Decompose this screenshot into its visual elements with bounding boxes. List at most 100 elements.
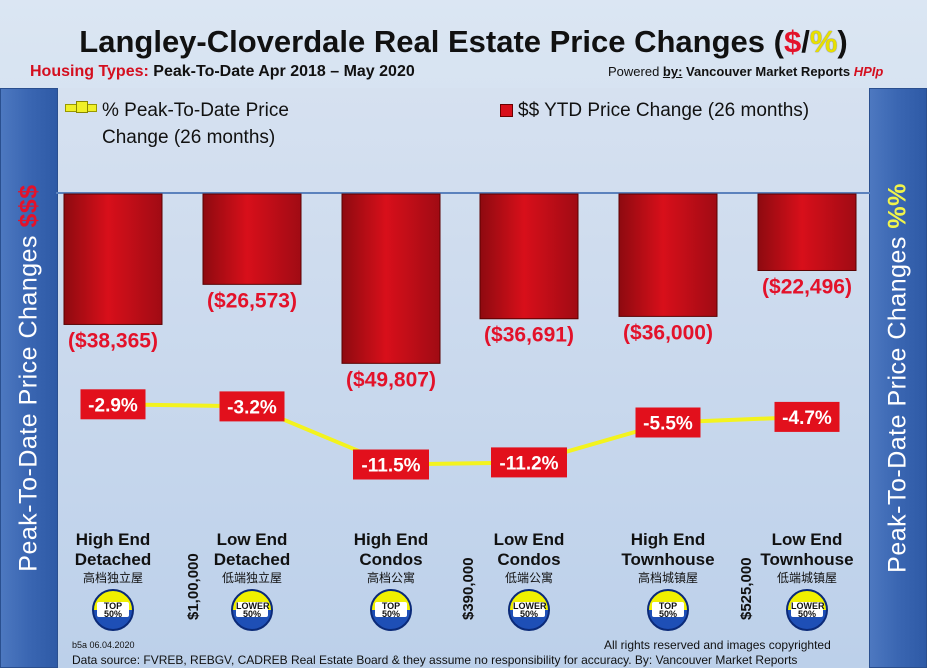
- powered-by: Powered by: Vancouver Market Reports HPI…: [608, 64, 883, 79]
- category-chinese: 高档公寓: [366, 571, 415, 585]
- bar-2: [341, 193, 441, 364]
- bar-value-label-0: ($38,365): [68, 329, 158, 352]
- title-percent: %: [809, 24, 838, 59]
- category-chinese: 低端独立屋: [221, 571, 282, 585]
- bar-1: [202, 193, 302, 285]
- category-chinese: 低端城镇屋: [776, 571, 837, 585]
- legend-bar-label: $$ YTD Price Change (26 months): [518, 100, 810, 121]
- tier-word: LOWER: [791, 601, 825, 611]
- tier-badge-0: TOP 50%: [92, 589, 134, 631]
- category-2: High End Condos 高档公寓: [316, 530, 466, 586]
- category-1: Low End Detached 低端独立屋: [177, 530, 327, 586]
- powered-prefix: Powered: [608, 64, 663, 79]
- bar-0: [63, 193, 163, 325]
- percent-label-box-5: [774, 401, 840, 432]
- tier-percent: 50%: [797, 609, 816, 619]
- tier-word: LOWER: [513, 601, 547, 611]
- tier-badge-4: TOP 50%: [647, 589, 689, 631]
- price-divider-label-1: $390,000: [460, 557, 477, 620]
- plot-area: [56, 88, 870, 668]
- tier-badge-text: TOP 50%: [375, 601, 407, 619]
- tier-badge-1: LOWER 50%: [231, 589, 273, 631]
- bar-value-label-1: ($26,573): [207, 289, 297, 312]
- bar-3: [479, 193, 579, 320]
- category-chinese: 高档城镇屋: [637, 571, 698, 585]
- percent-label-box-3: [491, 447, 567, 478]
- tier-percent: 50%: [519, 609, 538, 619]
- percent-label-1: -3.2%: [227, 397, 277, 418]
- percent-label-box-1: [219, 391, 285, 422]
- bar-5: [757, 193, 857, 271]
- category-line2: Condos: [359, 550, 423, 569]
- title-slash: /: [801, 24, 810, 59]
- tier-badge-text: TOP 50%: [652, 601, 684, 619]
- category-line1: Low End: [216, 530, 288, 549]
- tier-badge-text: LOWER 50%: [513, 601, 547, 619]
- bar-value-label-3: ($36,691): [484, 324, 574, 347]
- category-line2: Detached: [213, 550, 291, 569]
- legend-line-label-2: Change (26 months): [102, 127, 276, 148]
- percent-label-2: -11.5%: [361, 456, 420, 477]
- tier-word: TOP: [381, 601, 401, 611]
- percent-line: [112, 402, 808, 467]
- category-line2: Townhouse: [621, 550, 715, 569]
- percent-label-0: -2.9%: [88, 395, 138, 416]
- powered-hpi: HPIp: [853, 64, 884, 79]
- tier-badge-text: TOP 50%: [97, 601, 129, 619]
- tier-percent: 50%: [658, 609, 677, 619]
- category-line1: Low End: [493, 530, 565, 549]
- bar-value-label-2: ($49,807): [346, 368, 436, 391]
- left-axis-panel: Peak-To-Date Price Changes $$$: [0, 88, 58, 668]
- right-axis-panel: Peak-To-Date Price Changes %%: [869, 88, 927, 668]
- data-source-note: Data source: FVREB, REBGV, CADREB Real E…: [72, 653, 798, 667]
- title-text: Langley-Cloverdale Real Estate Price Cha…: [79, 24, 784, 59]
- bar-value-label-4: ($36,000): [623, 321, 713, 344]
- legend-line-label-1: % Peak-To-Date Price: [102, 100, 289, 121]
- tier-badge-3: LOWER 50%: [508, 589, 550, 631]
- version-stamp: b5a 06.04.2020: [72, 640, 135, 650]
- legend-bar-swatch: [500, 104, 513, 117]
- bar-value-label-5: ($22,496): [762, 275, 852, 298]
- tier-percent: 50%: [242, 609, 261, 619]
- category-5: Low End Townhouse 低端城镇屋: [732, 530, 882, 586]
- powered-name: Vancouver Market Reports: [686, 64, 851, 79]
- category-3: Low End Condos 低端公寓: [454, 530, 604, 586]
- legend-line-marker: [76, 101, 88, 113]
- price-divider-label-0: $1,00,000: [185, 553, 202, 620]
- title-dollar: $: [783, 24, 802, 59]
- tier-badge-text: LOWER 50%: [236, 601, 270, 619]
- housing-types-label: Housing Types:: [30, 63, 149, 80]
- chart-title: Langley-Cloverdale Real Estate Price Cha…: [0, 24, 927, 60]
- tier-word: TOP: [658, 601, 678, 611]
- tier-badge-text: LOWER 50%: [791, 601, 825, 619]
- percent-label-box-0: [80, 389, 146, 420]
- category-chinese: 高档独立屋: [82, 571, 143, 585]
- category-line2: Condos: [497, 550, 561, 569]
- tier-badge-5: LOWER 50%: [786, 589, 828, 631]
- percent-label-box-2: [353, 449, 429, 480]
- subtitle: Housing Types: Peak-To-Date Apr 2018 – M…: [30, 63, 415, 81]
- category-line1: High End: [630, 530, 706, 549]
- title-close: ): [837, 24, 848, 59]
- percent-label-3: -11.2%: [499, 453, 558, 474]
- powered-by-word: by:: [662, 64, 683, 79]
- category-line1: High End: [75, 530, 151, 549]
- percent-label-box-4: [635, 407, 701, 438]
- tier-word: LOWER: [236, 601, 270, 611]
- category-0: High End Detached 高档独立屋: [38, 530, 188, 586]
- bar-4: [618, 193, 718, 317]
- percent-label-5: -4.7%: [782, 408, 832, 429]
- category-line1: Low End: [771, 530, 843, 549]
- period-label: Peak-To-Date Apr 2018 – May 2020: [153, 63, 415, 80]
- tier-percent: 50%: [103, 609, 122, 619]
- tier-percent: 50%: [381, 609, 400, 619]
- tier-word: TOP: [103, 601, 123, 611]
- tier-badge-2: TOP 50%: [370, 589, 412, 631]
- copyright-note: All rights reserved and images copyright…: [604, 638, 831, 652]
- legend-line-label: % Peak-To-Date Price Change (26 months): [102, 97, 289, 151]
- price-divider-label-2: $525,000: [738, 557, 755, 620]
- percent-label-4: -5.5%: [643, 414, 693, 435]
- category-chinese: 低端公寓: [504, 571, 553, 585]
- category-line2: Townhouse: [760, 550, 854, 569]
